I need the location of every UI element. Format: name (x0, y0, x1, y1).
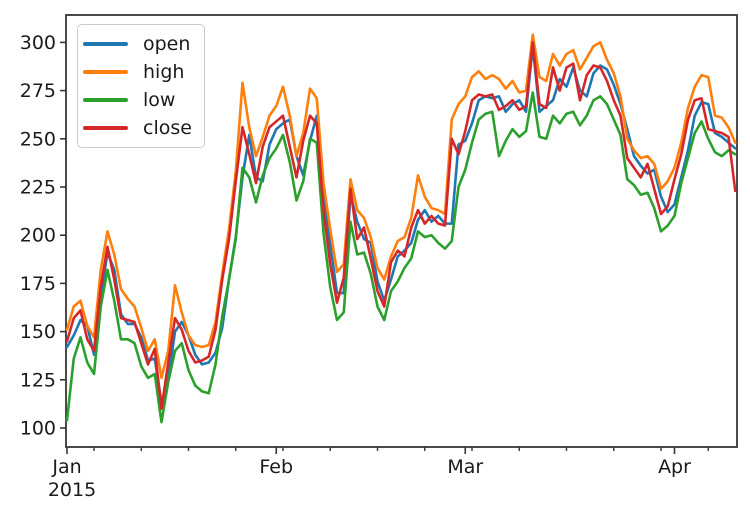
legend-label-low: low (143, 88, 176, 111)
x-tick-label-jan: Jan (51, 456, 81, 478)
y-tick-label: 100 (20, 418, 56, 440)
axes-frame (65, 14, 738, 448)
x-tick-label-feb: Feb (259, 456, 293, 478)
y-tick-label: 175 (20, 273, 56, 295)
legend-label-high: high (143, 60, 185, 83)
high-line (65, 33, 737, 380)
legend-label-close: close (143, 116, 192, 139)
close-line (65, 41, 737, 411)
open-line-swatch (83, 42, 128, 46)
low-line-swatch (83, 98, 128, 102)
legend-item-close: close (78, 114, 204, 142)
legend-item-high: high (78, 58, 204, 86)
x-tick-label-apr: Apr (658, 456, 691, 478)
y-tick-label: 125 (20, 369, 56, 391)
legend-label-open: open (143, 32, 191, 55)
high-line-swatch (83, 70, 128, 74)
close-line-swatch (83, 126, 128, 130)
y-tick-label: 225 (20, 177, 56, 199)
x-tick-label-mar: Mar (447, 456, 483, 478)
legend-item-open: open (78, 30, 204, 58)
legend: open high low close (77, 24, 205, 148)
x-tick-year-label: 2015 (48, 479, 96, 501)
y-tick-label: 150 (20, 321, 56, 343)
y-tick-label: 200 (20, 225, 56, 247)
y-tick-label: 275 (20, 80, 56, 102)
y-tick-label: 300 (20, 32, 56, 54)
y-tick-label: 250 (20, 128, 56, 150)
legend-item-low: low (78, 86, 204, 114)
low-line (65, 91, 737, 424)
